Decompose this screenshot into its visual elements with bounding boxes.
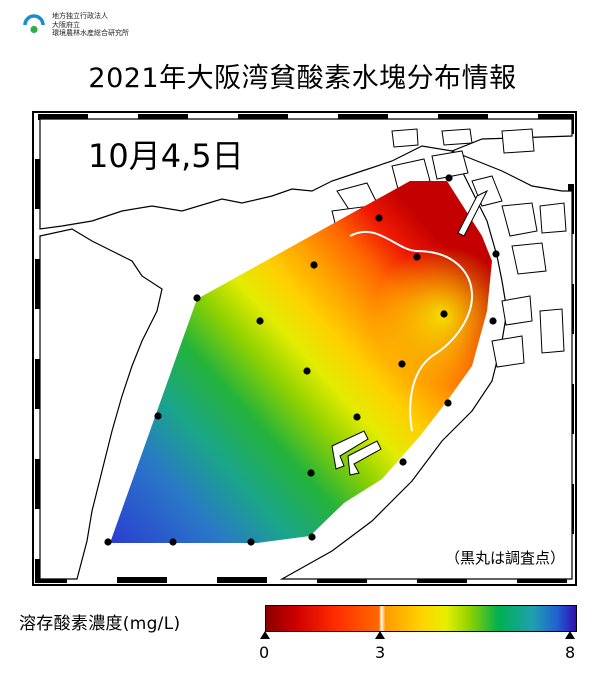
do-distribution	[110, 181, 492, 543]
map-canvas	[32, 111, 577, 586]
station-point	[307, 469, 315, 477]
page-title: 2021年大阪湾貧酸素水塊分布情報	[88, 63, 517, 94]
org-line: 大阪府立	[52, 20, 80, 29]
tick-marker	[260, 631, 270, 639]
station-point	[353, 413, 361, 421]
station-point	[247, 538, 255, 546]
tick-label: 0	[259, 643, 270, 662]
station-point	[303, 367, 311, 375]
station-point	[398, 360, 406, 368]
station-point	[413, 253, 421, 261]
org-line: 環境農林水産総合研究所	[52, 29, 129, 37]
station-point	[440, 310, 448, 318]
station-point	[445, 174, 453, 182]
tick-marker	[565, 631, 575, 639]
station-point	[375, 214, 383, 222]
station-note: （黒丸は調査点）	[444, 547, 565, 568]
station-point	[492, 250, 500, 258]
jetty	[457, 189, 489, 237]
osaka-bay-map: 10月4,5日 （黒丸は調査点）	[32, 111, 577, 586]
east-coast	[279, 149, 573, 580]
tick-label: 8	[565, 643, 576, 662]
station-point	[193, 294, 201, 302]
colorbar	[265, 605, 577, 632]
organization-name: 地方独立行政法人 大阪府立 環境農林水産総合研究所	[52, 12, 129, 38]
contour-3mgL-north	[349, 230, 474, 432]
station-point	[256, 317, 264, 325]
org-logo	[23, 14, 45, 34]
airport-island	[331, 430, 382, 476]
west-coast-awaji	[39, 228, 163, 580]
org-line: 地方独立行政法人	[52, 12, 108, 20]
survey-date: 10月4,5日	[88, 137, 244, 175]
station-point	[399, 458, 407, 466]
station-point	[104, 538, 112, 546]
station-point	[169, 538, 177, 546]
station-point	[444, 399, 452, 407]
station-point	[308, 533, 316, 541]
tick-marker	[375, 631, 385, 639]
survey-stations	[104, 174, 500, 546]
station-point	[154, 412, 162, 420]
station-point	[489, 317, 497, 325]
station-point	[310, 261, 318, 269]
tick-label: 3	[375, 643, 386, 662]
legend-title: 溶存酸素濃度(mg/L)	[19, 614, 181, 634]
